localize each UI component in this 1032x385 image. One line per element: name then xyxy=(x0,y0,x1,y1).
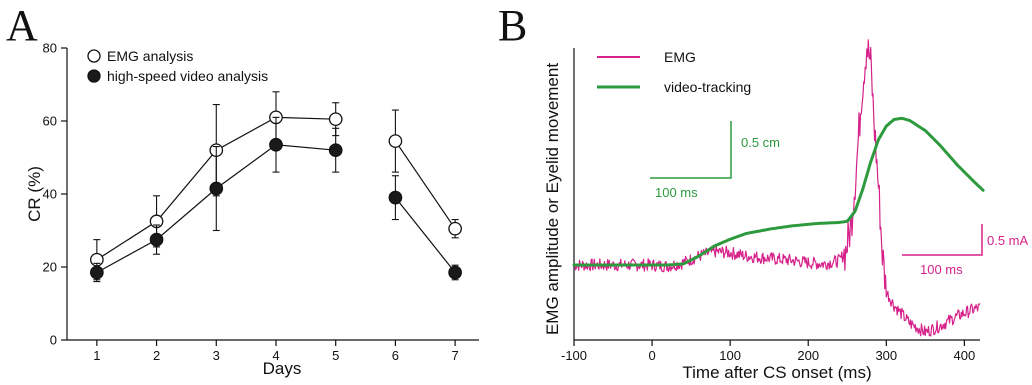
panel-b-x-axis-title: Time after CS onset (ms) xyxy=(682,363,871,382)
series-video-analysis xyxy=(90,116,462,283)
panel-a-x-axis-title: Days xyxy=(263,359,302,378)
panel-b-chart: -100 0 100 200 300 400 EMG video-tracking 0.5… xyxy=(543,39,1029,382)
panel-a-legend: EMG analysis high-speed video analysis xyxy=(87,48,268,84)
data-point xyxy=(388,134,403,148)
x-tick-label: 2 xyxy=(153,348,160,363)
series-line xyxy=(394,140,456,230)
data-point xyxy=(388,190,403,205)
x-tick-label: -100 xyxy=(561,348,587,363)
scale-bar-emg-vertical-label: 0.5 mA xyxy=(987,233,1029,248)
y-tick-label: 60 xyxy=(43,114,57,129)
series-video-tracking-trace xyxy=(572,116,985,267)
legend-label-video-tracking: video-tracking xyxy=(664,79,751,95)
panel-a-letter: A xyxy=(6,1,38,50)
panel-a-y-ticks: 0 20 40 60 80 xyxy=(43,41,67,348)
y-tick-label: 20 xyxy=(43,260,57,275)
x-tick-label: 5 xyxy=(332,348,339,363)
panel-b-x-ticks: -100 0 100 200 300 400 xyxy=(561,340,975,363)
x-tick-label: 7 xyxy=(451,348,458,363)
data-point xyxy=(328,112,343,127)
scale-bar-emg: 0.5 mA 100 ms xyxy=(902,224,1029,277)
x-tick-label: 0 xyxy=(648,348,655,363)
x-tick-label: 400 xyxy=(954,348,976,363)
panel-a-series xyxy=(90,91,462,283)
data-point xyxy=(269,137,283,152)
panel-a-y-axis-title: CR (%) xyxy=(25,166,44,222)
data-point xyxy=(448,221,462,236)
scale-bar-emg-horizontal-label: 100 ms xyxy=(920,262,963,277)
legend-marker-video-analysis xyxy=(87,69,101,83)
legend-label-emg-analysis: EMG analysis xyxy=(107,48,193,64)
panel-b-letter: B xyxy=(498,1,527,50)
legend-marker-emg-analysis xyxy=(87,49,101,63)
scale-bar-video: 0.5 cm 100 ms xyxy=(650,121,780,200)
data-point xyxy=(149,232,164,247)
x-tick-label: 300 xyxy=(875,348,897,363)
x-tick-label: 4 xyxy=(272,348,279,363)
panel-b-series xyxy=(572,39,985,337)
y-tick-label: 40 xyxy=(43,187,57,202)
series-emg-trace xyxy=(573,39,981,337)
scale-bar-video-vertical-label: 0.5 cm xyxy=(741,135,780,150)
panel-a-chart: 0 20 40 60 80 1 2 3 4 5 6 7 EMG analysis high-spee… xyxy=(25,41,479,378)
series-line xyxy=(394,197,456,273)
x-tick-label: 100 xyxy=(719,348,741,363)
y-tick-label: 0 xyxy=(50,333,57,348)
x-tick-label: 6 xyxy=(392,348,399,363)
x-tick-label: 200 xyxy=(797,348,819,363)
data-point xyxy=(448,265,462,280)
x-tick-label: 1 xyxy=(93,348,100,363)
y-tick-label: 80 xyxy=(43,41,57,56)
x-tick-label: 3 xyxy=(213,348,220,363)
data-point xyxy=(90,265,104,280)
scale-bar-video-horizontal-label: 100 ms xyxy=(655,185,698,200)
legend-label-video-analysis: high-speed video analysis xyxy=(107,68,268,84)
data-point xyxy=(209,181,224,196)
data-point xyxy=(328,143,343,158)
scale-bar-emg-lines xyxy=(902,224,983,256)
legend-label-emg: EMG xyxy=(664,49,696,65)
panel-a-x-ticks: 1 2 3 4 5 6 7 xyxy=(93,340,459,363)
panel-b-y-axis-title: EMG amplitude or Eyelid movement xyxy=(543,63,562,335)
scale-bar-video-lines xyxy=(650,121,732,179)
